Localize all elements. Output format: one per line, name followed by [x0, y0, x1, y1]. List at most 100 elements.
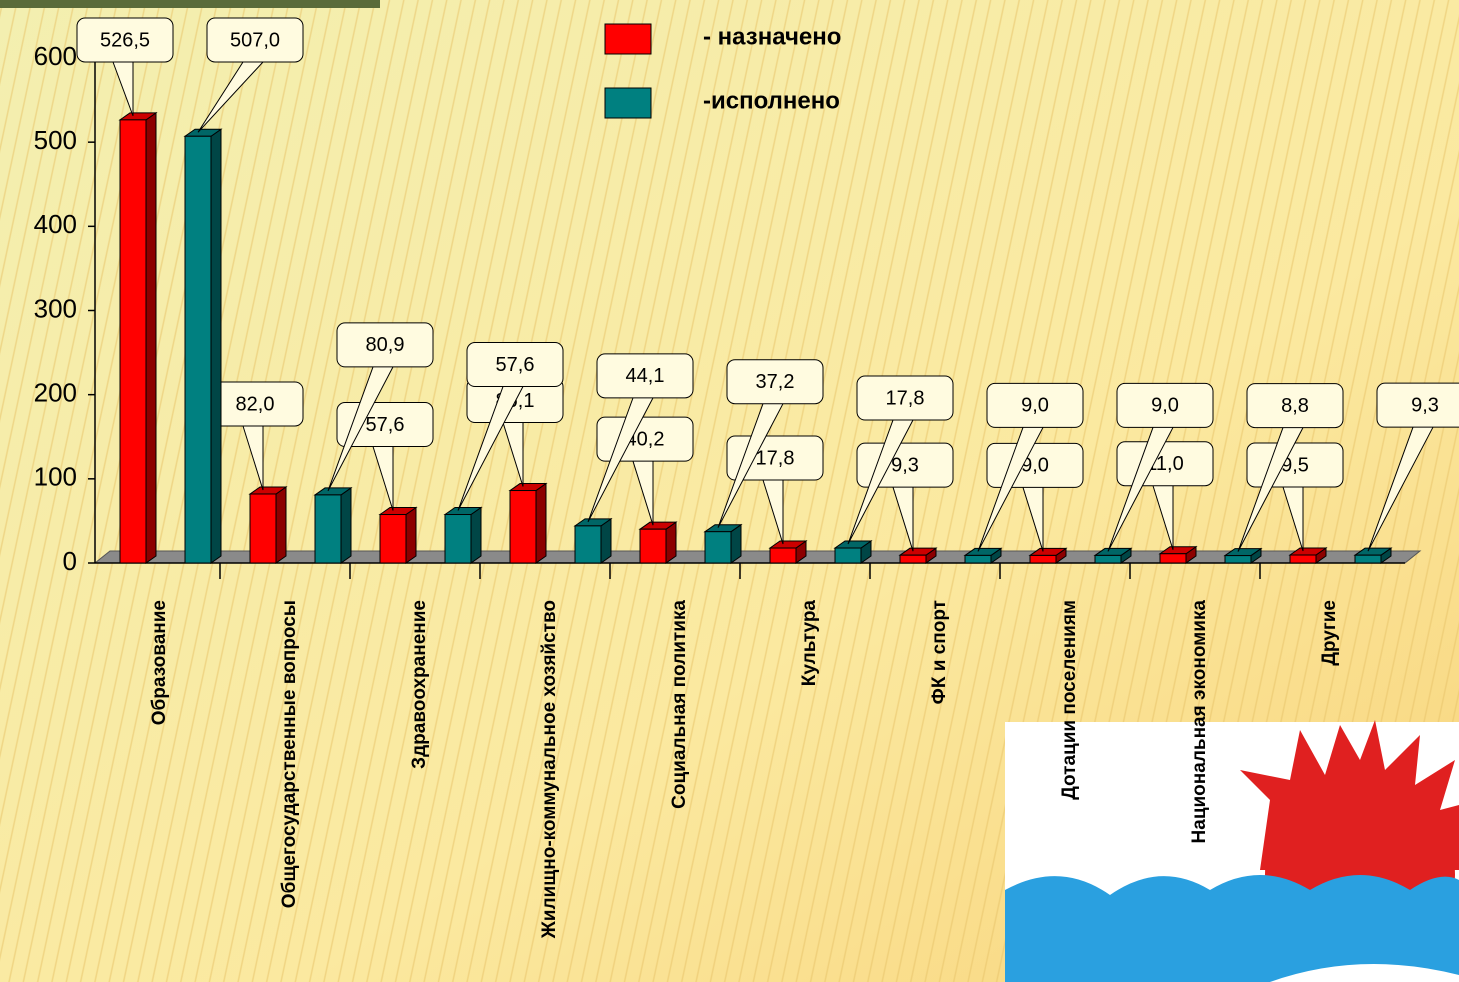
bar	[574, 525, 602, 564]
bar-side	[340, 486, 352, 564]
data-label: 9,0	[1021, 455, 1049, 477]
bar	[1354, 554, 1382, 564]
x-tick-label: Здравоохранение	[409, 600, 430, 769]
callout-pointer	[892, 487, 914, 552]
data-label: 40,2	[626, 428, 665, 450]
callout-pointer	[1237, 427, 1304, 552]
photo-fragment	[0, 0, 380, 8]
x-tick-label: Другие	[1319, 600, 1340, 666]
bar	[704, 531, 732, 564]
bar	[249, 493, 277, 564]
callout-pointer	[587, 397, 654, 523]
emblem	[1005, 720, 1459, 982]
bar-side	[210, 128, 222, 564]
bar-side	[145, 111, 157, 564]
callout-pointer	[112, 61, 134, 117]
bar-side	[275, 486, 287, 564]
x-tick-label: Культура	[799, 600, 820, 687]
callout-box	[206, 17, 304, 63]
callout-box	[986, 382, 1084, 428]
y-tick-label: 100	[34, 462, 77, 492]
x-tick-label: ФК и спорт	[929, 600, 950, 704]
data-label: 9,0	[1151, 395, 1179, 417]
bar-side	[535, 482, 547, 564]
callout-pointer	[632, 461, 654, 526]
bar	[509, 490, 537, 564]
x-tick-label: Дотации поселениям	[1059, 600, 1080, 800]
bar	[184, 135, 212, 564]
floor	[93, 550, 1422, 564]
callout-box	[856, 375, 954, 421]
callout-pointer	[457, 386, 524, 511]
x-tick-label: Общегосударственные вопросы	[279, 600, 300, 908]
bar	[834, 547, 862, 564]
callout-box	[336, 322, 434, 368]
bar-side	[405, 506, 417, 564]
callout-box	[726, 359, 824, 405]
callout-pointer	[977, 427, 1044, 552]
callout-pointer	[1282, 486, 1304, 552]
data-label: 9,3	[1411, 394, 1439, 416]
bar	[119, 119, 147, 564]
legend-swatch	[604, 23, 652, 55]
callout-box	[76, 17, 174, 63]
y-tick-label: 400	[34, 209, 77, 239]
callout-box	[1246, 383, 1344, 429]
data-label: 80,9	[366, 334, 405, 356]
y-tick-label: 300	[34, 293, 77, 323]
bar	[1289, 554, 1317, 564]
data-label: 9,3	[891, 454, 919, 476]
callout-box	[596, 353, 694, 399]
callout-pointer	[372, 446, 394, 511]
callout-pointer	[717, 403, 784, 528]
legend-label: - назначено	[703, 23, 841, 50]
data-label: 9,0	[1021, 395, 1049, 417]
callout-box	[1116, 382, 1214, 428]
y-tick-label: 200	[34, 378, 77, 408]
callout-pointer	[242, 425, 264, 491]
bar	[379, 514, 407, 564]
data-label: 37,2	[756, 371, 795, 393]
y-tick-label: 0	[63, 546, 77, 576]
y-tick-label: 600	[34, 41, 77, 71]
data-label: 82,0	[236, 393, 275, 415]
bar-side	[600, 517, 612, 564]
callout-pointer	[327, 366, 394, 492]
bar	[1094, 554, 1122, 564]
callout-pointer	[1107, 427, 1174, 552]
x-tick-label: Социальная политика	[669, 600, 690, 809]
callout-box	[1376, 382, 1459, 428]
callout-box	[466, 342, 564, 388]
bar	[769, 547, 797, 564]
bar	[899, 554, 927, 564]
callout-pointer	[197, 61, 264, 133]
x-tick-label: Национальная экономика	[1189, 600, 1210, 844]
bar	[314, 494, 342, 564]
data-label: 526,5	[100, 29, 150, 51]
bar	[1224, 555, 1252, 564]
data-label: 17,8	[886, 387, 925, 409]
data-label: 44,1	[626, 365, 665, 387]
bar	[1029, 554, 1057, 564]
x-tick-label: Жилищно-коммунальное хозяйство	[539, 600, 560, 939]
bar-side	[470, 506, 482, 564]
data-label: 17,8	[756, 447, 795, 469]
bar	[964, 554, 992, 564]
callout-pointer	[1022, 487, 1044, 552]
callout-pointer	[1367, 426, 1434, 552]
legend-swatch	[604, 87, 652, 119]
legend-label: -исполнено	[703, 87, 840, 114]
data-label: 8,8	[1281, 395, 1309, 417]
x-tick-label: Образование	[149, 600, 170, 725]
data-label: 9,5	[1281, 454, 1309, 476]
bar	[639, 528, 667, 564]
data-label: 507,0	[230, 29, 280, 51]
y-tick-label: 500	[34, 125, 77, 155]
data-label: 57,6	[366, 414, 405, 436]
bar	[1159, 553, 1187, 564]
bar	[444, 514, 472, 564]
data-label: 57,6	[496, 354, 535, 376]
callout-pointer	[1152, 485, 1174, 550]
callout-pointer	[847, 419, 914, 545]
